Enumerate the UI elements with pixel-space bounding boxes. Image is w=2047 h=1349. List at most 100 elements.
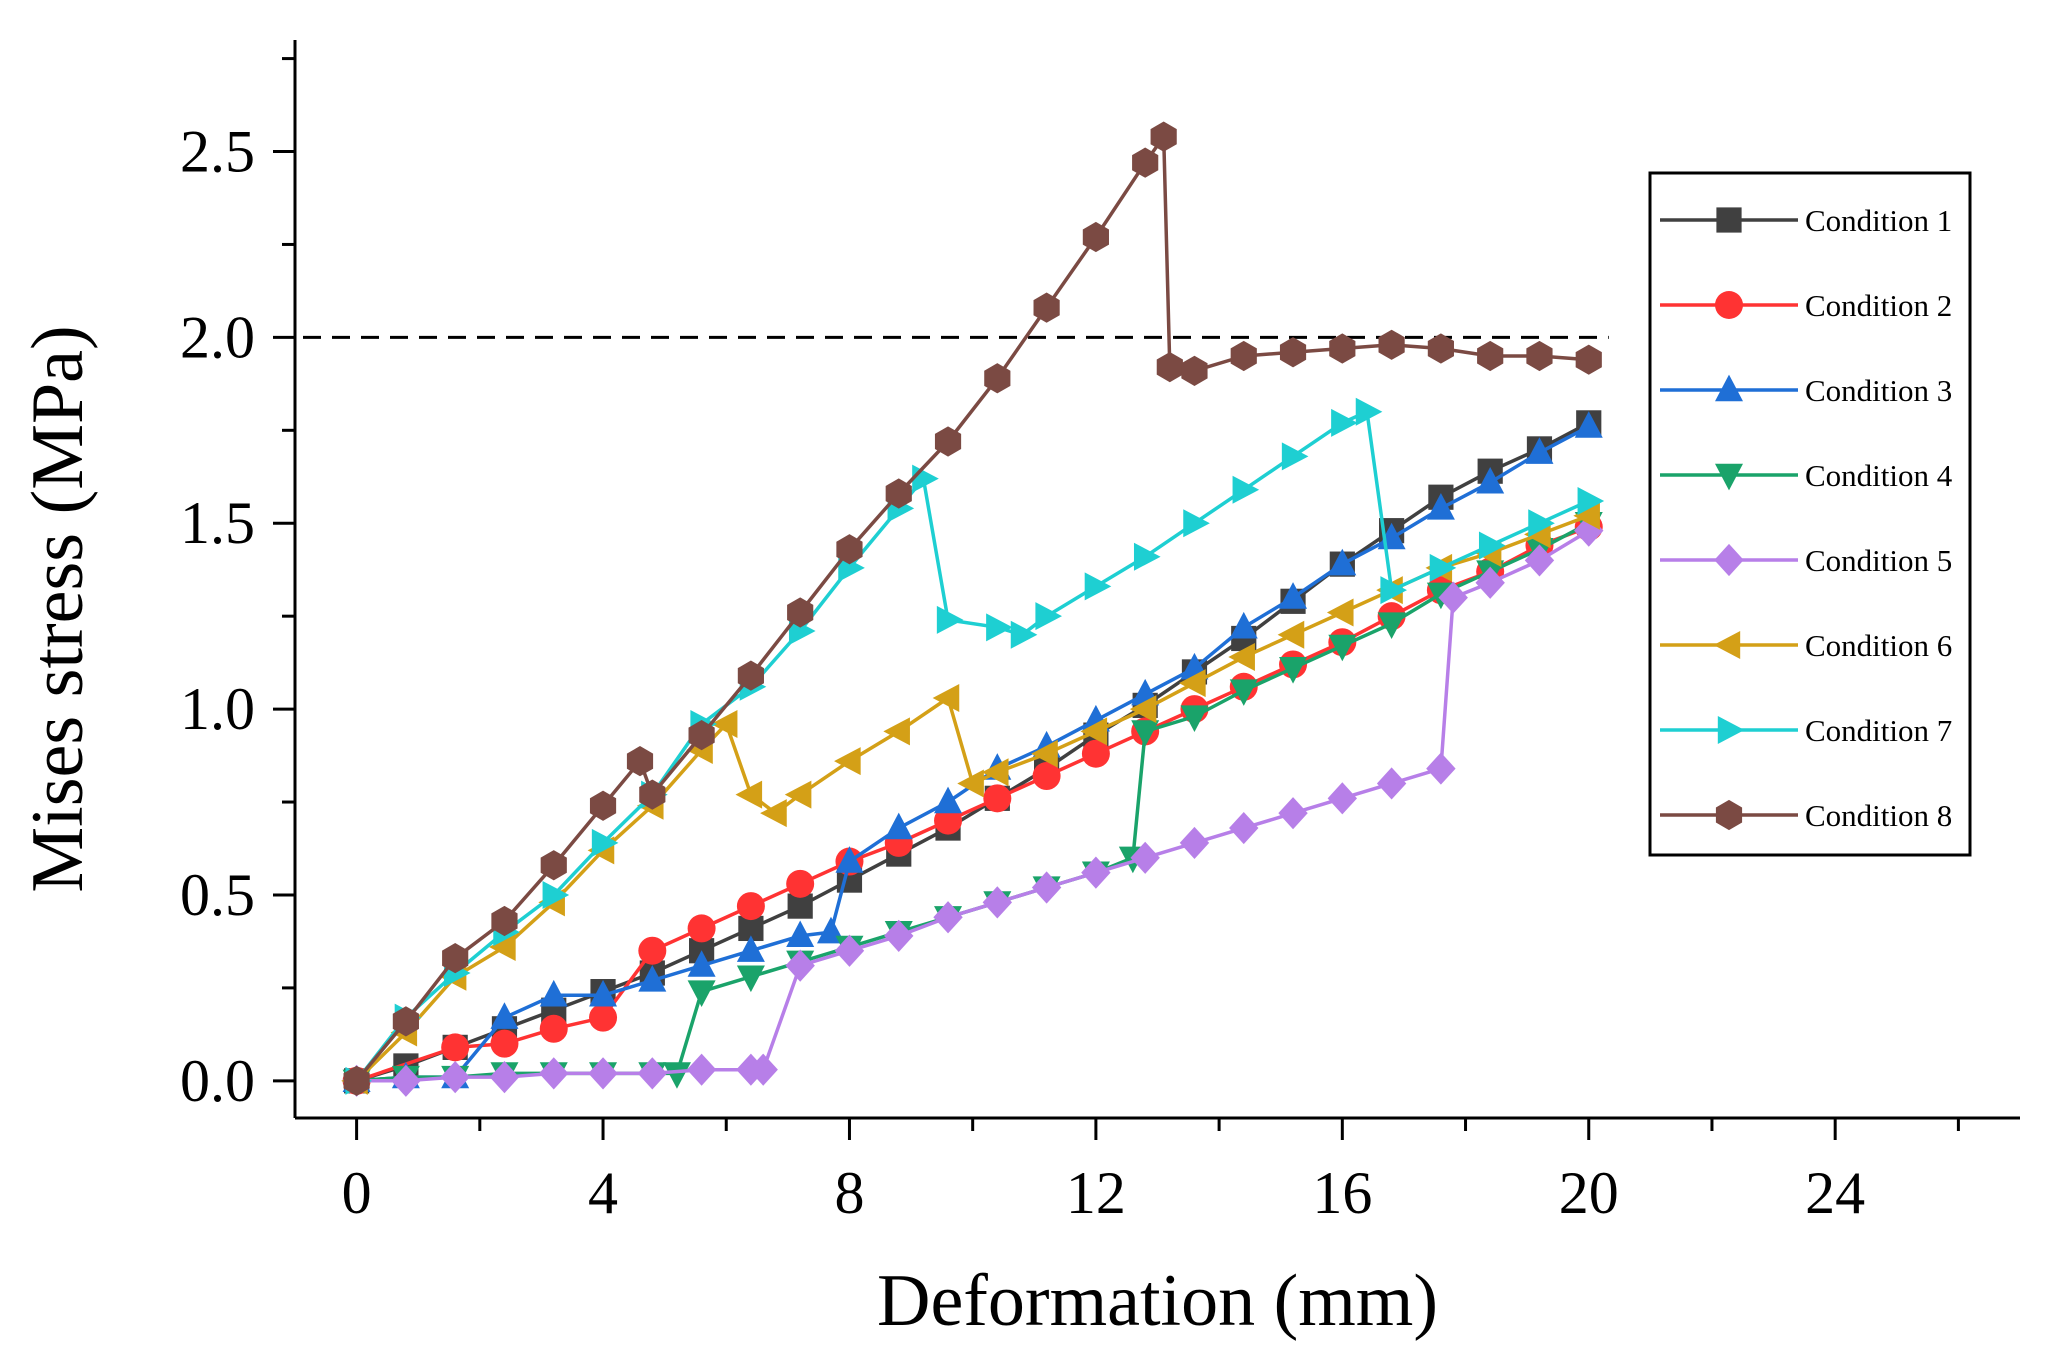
data-point [686, 1053, 717, 1086]
data-point [1031, 871, 1062, 904]
data-point [1528, 509, 1555, 538]
data-point [391, 1064, 421, 1097]
data-point [1526, 340, 1553, 372]
data-point [932, 683, 960, 712]
data-point [1228, 643, 1255, 672]
data-point [1132, 147, 1159, 178]
ticks: 0 4 8 12 16 20 24 0.0 0.5 1.0 1.5 2.0 2.5 [180, 57, 1960, 1226]
data-point [737, 660, 764, 691]
data-point [1082, 221, 1109, 253]
data-point [982, 886, 1013, 919]
data-point [637, 1057, 668, 1090]
data-point [1129, 695, 1157, 724]
series-layer [341, 121, 1605, 1097]
data-point [760, 799, 787, 828]
data-point [1033, 292, 1060, 323]
data-point [1179, 669, 1206, 698]
data-point [736, 965, 765, 993]
data-point [884, 919, 914, 952]
data-point [1573, 501, 1600, 530]
data-point [539, 1057, 569, 1090]
data-point [1130, 841, 1160, 874]
x-tick-label: 0 [342, 1160, 372, 1226]
data-point [1377, 612, 1406, 640]
y-axis-title: Mises stress (MPa) [17, 325, 99, 892]
data-point [1179, 826, 1210, 860]
data-point [934, 806, 963, 835]
data-point [588, 1057, 618, 1090]
data-point [983, 784, 1012, 813]
data-point [735, 780, 763, 809]
data-point [1331, 408, 1358, 437]
data-point [1277, 620, 1305, 649]
data-point [957, 769, 984, 798]
x-tick-label: 4 [588, 1160, 618, 1226]
data-point [1181, 355, 1208, 386]
data-point [490, 1029, 519, 1058]
data-point [442, 943, 469, 974]
data-point [392, 1006, 419, 1037]
legend-marker [1715, 374, 1743, 402]
legend: Condition 1 Condition 2 Condition 3 Conditi… [1648, 171, 1972, 857]
data-point [1229, 811, 1259, 845]
data-point [491, 905, 518, 937]
legend-entry: Condition 7 [1660, 713, 1952, 748]
data-point [490, 1002, 519, 1029]
series-condition-2 [342, 512, 1603, 1095]
data-point [1035, 602, 1063, 631]
legend-label: Condition 5 [1805, 543, 1952, 578]
data-point [1326, 598, 1354, 627]
data-point [1032, 762, 1061, 791]
data-point [1281, 442, 1309, 471]
legend-label: Condition 8 [1805, 798, 1952, 833]
legend-label: Condition 6 [1805, 628, 1952, 663]
data-point [934, 426, 962, 457]
data-point [836, 534, 863, 565]
data-point [1183, 509, 1210, 538]
data-point [1279, 582, 1308, 609]
data-point [1230, 340, 1257, 372]
x-tick-label: 20 [1559, 1160, 1619, 1226]
data-point [540, 850, 567, 881]
x-tick-label: 16 [1312, 1160, 1372, 1226]
series-line [356, 529, 1590, 1083]
data-point [981, 758, 1009, 787]
data-point [489, 933, 516, 962]
data-point [1328, 548, 1357, 576]
legend-marker [1715, 799, 1743, 831]
series-condition-5 [341, 514, 1604, 1097]
data-point [736, 935, 765, 962]
y-tick-label: 1.0 [180, 676, 255, 742]
legend-marker [1714, 543, 1744, 577]
data-point [1477, 340, 1504, 372]
legend-marker [1713, 631, 1741, 659]
data-point [440, 1061, 470, 1094]
legend-label: Condition 2 [1805, 288, 1952, 323]
y-tick-label: 2.5 [180, 119, 255, 185]
data-point [542, 880, 570, 909]
data-point [441, 1033, 470, 1062]
series-condition-3 [342, 411, 1603, 1093]
data-point [1329, 333, 1356, 364]
series-line [356, 521, 1590, 1083]
legend-entry: Condition 6 [1660, 628, 1952, 663]
data-point [1427, 333, 1454, 364]
data-point [933, 901, 963, 934]
data-point [1327, 782, 1358, 815]
data-point [589, 1003, 618, 1032]
data-point [1131, 720, 1160, 747]
data-point [786, 869, 815, 898]
data-point [1031, 739, 1058, 768]
data-point [1279, 337, 1307, 368]
data-point [1575, 344, 1602, 375]
data-point [1232, 475, 1260, 504]
data-point [1081, 856, 1111, 889]
data-point [934, 786, 963, 814]
data-point [1525, 437, 1554, 464]
data-point [885, 478, 912, 509]
data-point [1229, 679, 1258, 706]
data-point [539, 1014, 568, 1043]
data-point [687, 980, 716, 1008]
data-point [589, 790, 617, 821]
